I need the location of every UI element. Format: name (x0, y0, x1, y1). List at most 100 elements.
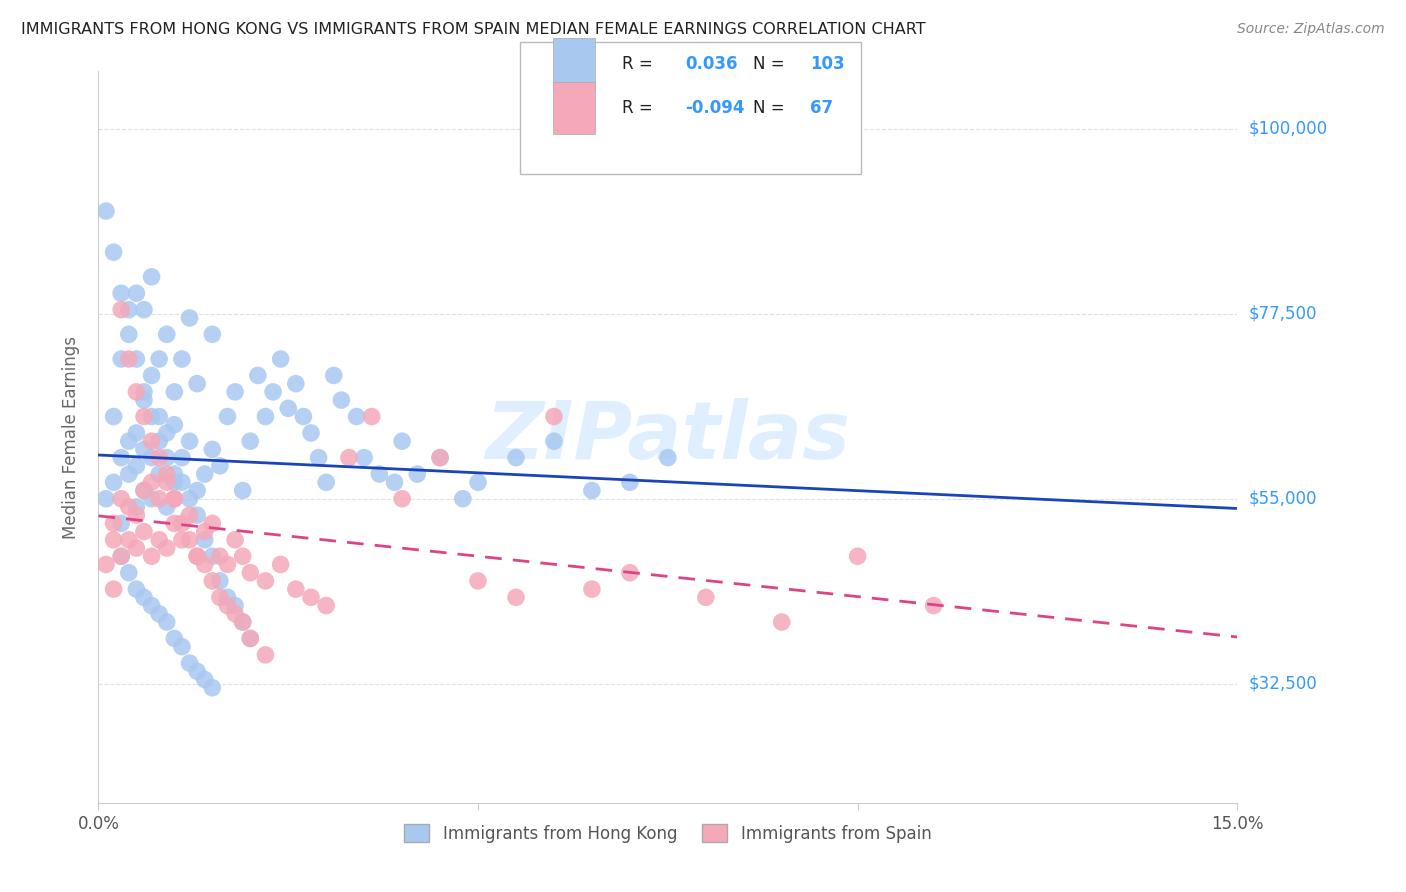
Point (346, 409, 368, 424)
Point (163, 417, 186, 432)
Point (208, 591, 231, 605)
Point (156, 541, 179, 555)
Point (543, 409, 565, 424)
Text: 67: 67 (810, 99, 834, 117)
Point (217, 558, 239, 572)
Point (141, 491, 163, 506)
Text: R =: R = (623, 55, 658, 73)
Point (846, 549, 869, 564)
Point (299, 425, 322, 440)
Point (232, 483, 254, 498)
Point (239, 632, 262, 646)
Point (156, 475, 179, 490)
Point (132, 409, 155, 424)
Point (163, 491, 186, 506)
Point (156, 425, 179, 440)
Point (148, 491, 170, 506)
Point (103, 409, 125, 424)
Point (315, 475, 337, 490)
Point (429, 450, 451, 465)
Point (125, 500, 148, 514)
Point (141, 409, 163, 424)
Point (141, 434, 163, 449)
FancyBboxPatch shape (553, 81, 595, 135)
Point (141, 599, 163, 613)
Point (368, 467, 391, 481)
Point (467, 475, 489, 490)
Point (217, 409, 239, 424)
Point (232, 615, 254, 629)
Point (194, 558, 217, 572)
Point (246, 368, 269, 383)
Point (94, 204, 117, 219)
Text: $55,000: $55,000 (1249, 490, 1317, 508)
Point (254, 648, 277, 662)
Point (132, 442, 155, 457)
Text: $32,500: $32,500 (1249, 674, 1317, 692)
Point (201, 574, 224, 588)
Point (110, 351, 132, 366)
Point (110, 450, 132, 465)
Point (581, 483, 603, 498)
Point (179, 656, 201, 670)
Point (322, 368, 344, 383)
Point (170, 475, 193, 490)
Point (103, 533, 125, 547)
Text: ZIPatlas: ZIPatlas (485, 398, 851, 476)
Point (451, 491, 474, 506)
Legend: Immigrants from Hong Kong, Immigrants from Spain: Immigrants from Hong Kong, Immigrants fr… (398, 818, 938, 849)
Point (262, 384, 284, 399)
Point (217, 599, 239, 613)
Point (208, 549, 231, 564)
Point (254, 409, 277, 424)
Point (179, 491, 201, 506)
Text: $77,500: $77,500 (1249, 305, 1317, 323)
Point (186, 508, 208, 523)
Point (201, 549, 224, 564)
Point (118, 327, 141, 342)
Point (125, 582, 148, 596)
Point (103, 582, 125, 596)
Point (330, 393, 353, 408)
Point (391, 491, 413, 506)
FancyBboxPatch shape (520, 42, 862, 174)
Text: IMMIGRANTS FROM HONG KONG VS IMMIGRANTS FROM SPAIN MEDIAN FEMALE EARNINGS CORREL: IMMIGRANTS FROM HONG KONG VS IMMIGRANTS … (21, 22, 925, 37)
Point (657, 450, 679, 465)
Point (148, 409, 170, 424)
Point (110, 491, 132, 506)
Point (170, 533, 193, 547)
Point (695, 591, 717, 605)
Point (770, 615, 793, 629)
Text: -0.094: -0.094 (685, 99, 744, 117)
Point (619, 566, 641, 580)
Point (186, 549, 208, 564)
Point (194, 533, 217, 547)
Point (170, 351, 193, 366)
Point (179, 508, 201, 523)
Point (118, 467, 141, 481)
Point (125, 286, 148, 301)
Point (292, 409, 315, 424)
Point (163, 491, 186, 506)
Point (132, 384, 155, 399)
Point (270, 558, 292, 572)
Point (922, 599, 945, 613)
Point (156, 615, 179, 629)
Point (505, 591, 527, 605)
Point (118, 500, 141, 514)
Point (163, 516, 186, 531)
Point (224, 607, 246, 621)
Point (543, 434, 565, 449)
Point (208, 574, 231, 588)
Point (141, 549, 163, 564)
Point (125, 458, 148, 473)
Text: R =: R = (623, 99, 658, 117)
Point (505, 450, 527, 465)
Point (186, 376, 208, 391)
Text: N =: N = (754, 55, 790, 73)
Y-axis label: Median Female Earnings: Median Female Earnings (62, 335, 80, 539)
Point (125, 425, 148, 440)
Point (406, 467, 429, 481)
Point (232, 615, 254, 629)
Point (581, 582, 603, 596)
